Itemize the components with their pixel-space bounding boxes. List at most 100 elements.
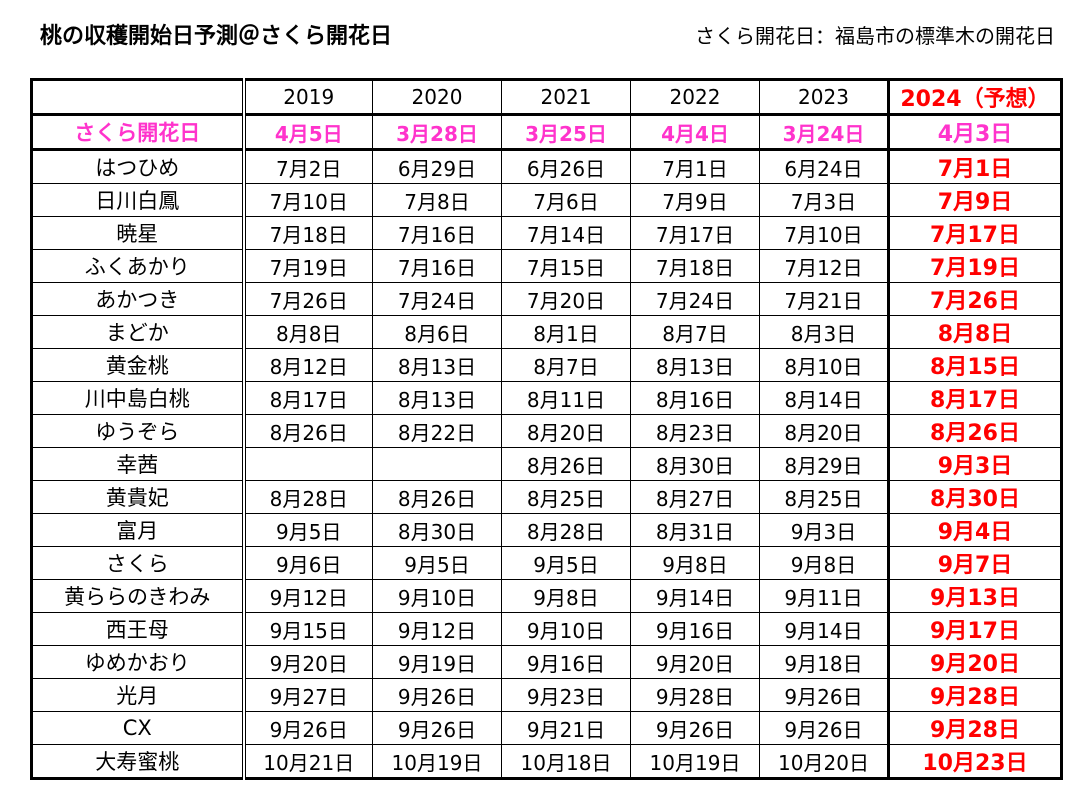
table-cell: 8月1日 <box>501 315 631 349</box>
table-cell: 9月12日 <box>372 612 502 646</box>
table-cell: 8月23日 <box>630 414 760 448</box>
table-cell: 9月21日 <box>501 711 631 745</box>
header-year: 2023 <box>759 79 889 116</box>
table-cell: 9月16日 <box>501 645 631 679</box>
prediction-cell: 7月1日 <box>887 149 1062 184</box>
table-row: あかつき 7月26日 7月24日 7月20日 7月24日 7月21日 7月26日 <box>31 282 1062 316</box>
header-year: 2019 <box>243 79 373 116</box>
row-name: さくら開花日 <box>31 114 246 151</box>
table-cell: 10月19日 <box>372 744 502 779</box>
table-cell: 9月19日 <box>372 645 502 679</box>
table-row: 幸茜 8月26日 8月30日 8月29日 9月3日 <box>31 447 1062 481</box>
table-cell: 8月16日 <box>630 381 760 415</box>
table-cell: 7月8日 <box>372 183 502 217</box>
table-cell: 9月8日 <box>501 579 631 613</box>
table-cell: 7月24日 <box>630 282 760 316</box>
prediction-cell: 8月15日 <box>887 348 1062 382</box>
table-cell: 10月21日 <box>243 744 373 779</box>
table-cell: 7月10日 <box>759 216 889 250</box>
table-cell: 8月7日 <box>501 348 631 382</box>
prediction-cell: 10月23日 <box>887 744 1062 779</box>
table-cell: 7月10日 <box>243 183 373 217</box>
prediction-cell: 7月19日 <box>887 249 1062 283</box>
table-cell <box>243 447 373 481</box>
row-name: まどか <box>31 315 246 349</box>
header-row: 2019 2020 2021 2022 2023 2024（予想） <box>31 79 1062 116</box>
table-cell: 8月13日 <box>630 348 760 382</box>
table-cell: 9月5日 <box>243 513 373 547</box>
harvest-table-container: 2019 2020 2021 2022 2023 2024（予想） さくら開花日… <box>30 78 1063 780</box>
table-cell: 9月10日 <box>372 579 502 613</box>
table-cell: 10月18日 <box>501 744 631 779</box>
table-row: まどか 8月8日 8月6日 8月1日 8月7日 8月3日 8月8日 <box>31 315 1062 349</box>
table-cell: 9月18日 <box>759 645 889 679</box>
row-name: 川中島白桃 <box>31 381 246 415</box>
table-cell: 4月4日 <box>630 114 760 151</box>
header-prediction: 2024（予想） <box>887 79 1062 116</box>
prediction-cell: 9月28日 <box>887 678 1062 712</box>
table-cell: 9月20日 <box>243 645 373 679</box>
table-cell: 8月30日 <box>372 513 502 547</box>
table-cell: 8月25日 <box>759 480 889 514</box>
row-name: ふくあかり <box>31 249 246 283</box>
row-name: CX <box>31 711 246 745</box>
table-cell: 6月24日 <box>759 149 889 184</box>
table-row: さくら 9月6日 9月5日 9月5日 9月8日 9月8日 9月7日 <box>31 546 1062 580</box>
prediction-cell: 8月8日 <box>887 315 1062 349</box>
table-cell: 7月6日 <box>501 183 631 217</box>
prediction-cell: 9月3日 <box>887 447 1062 481</box>
table-cell: 8月7日 <box>630 315 760 349</box>
table-cell: 8月17日 <box>243 381 373 415</box>
table-cell: 9月12日 <box>243 579 373 613</box>
table-cell: 8月26日 <box>243 414 373 448</box>
table-cell: 9月26日 <box>243 711 373 745</box>
header-year: 2022 <box>630 79 760 116</box>
table-cell: 9月23日 <box>501 678 631 712</box>
prediction-cell: 7月9日 <box>887 183 1062 217</box>
row-name: 光月 <box>31 678 246 712</box>
table-cell: 7月3日 <box>759 183 889 217</box>
row-name: 暁星 <box>31 216 246 250</box>
prediction-cell: 7月17日 <box>887 216 1062 250</box>
row-name: 日川白鳳 <box>31 183 246 217</box>
table-cell: 10月20日 <box>759 744 889 779</box>
table-row: ゆうぞら 8月26日 8月22日 8月20日 8月23日 8月20日 8月26日 <box>31 414 1062 448</box>
table-cell: 6月29日 <box>372 149 502 184</box>
table-row: 富月 9月5日 8月30日 8月28日 8月31日 9月3日 9月4日 <box>31 513 1062 547</box>
table-cell: 8月28日 <box>243 480 373 514</box>
row-name: さくら <box>31 546 246 580</box>
table-cell: 7月18日 <box>243 216 373 250</box>
table-cell: 8月27日 <box>630 480 760 514</box>
table-cell: 9月26日 <box>372 711 502 745</box>
table-row: 西王母 9月15日 9月12日 9月10日 9月16日 9月14日 9月17日 <box>31 612 1062 646</box>
table-cell: 9月11日 <box>759 579 889 613</box>
table-cell: 8月29日 <box>759 447 889 481</box>
table-cell: 3月25日 <box>501 114 631 151</box>
table-cell: 7月12日 <box>759 249 889 283</box>
row-name: ゆめかおり <box>31 645 246 679</box>
table-cell: 9月26日 <box>759 678 889 712</box>
sakura-bloom-row: さくら開花日 4月5日 3月28日 3月25日 4月4日 3月24日 4月3日 <box>31 114 1062 151</box>
header-year: 2020 <box>372 79 502 116</box>
row-name: はつひめ <box>31 149 246 184</box>
table-cell: 8月25日 <box>501 480 631 514</box>
table-cell: 8月26日 <box>372 480 502 514</box>
table-cell: 9月27日 <box>243 678 373 712</box>
table-cell: 9月26日 <box>630 711 760 745</box>
table-cell: 8月6日 <box>372 315 502 349</box>
prediction-cell: 8月26日 <box>887 414 1062 448</box>
table-cell: 8月3日 <box>759 315 889 349</box>
table-cell: 7月21日 <box>759 282 889 316</box>
table-cell: 8月13日 <box>372 381 502 415</box>
harvest-table: 2019 2020 2021 2022 2023 2024（予想） さくら開花日… <box>30 78 1063 780</box>
table-cell: 7月2日 <box>243 149 373 184</box>
row-name: 大寿蜜桃 <box>31 744 246 779</box>
table-cell: 8月8日 <box>243 315 373 349</box>
table-cell: 7月14日 <box>501 216 631 250</box>
prediction-cell: 9月13日 <box>887 579 1062 613</box>
row-name: ゆうぞら <box>31 414 246 448</box>
table-cell: 7月26日 <box>243 282 373 316</box>
table-row: 光月 9月27日 9月26日 9月23日 9月28日 9月26日 9月28日 <box>31 678 1062 712</box>
table-cell: 4月5日 <box>243 114 373 151</box>
row-name: 黄貴妃 <box>31 480 246 514</box>
